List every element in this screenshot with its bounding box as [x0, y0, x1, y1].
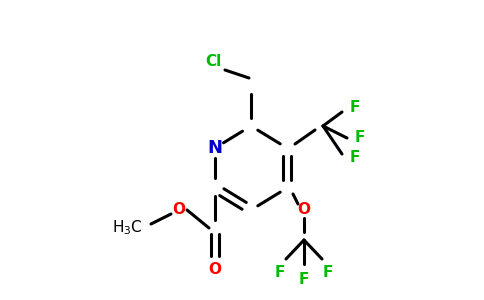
- Text: H$_3$C: H$_3$C: [112, 219, 143, 237]
- Text: Cl: Cl: [205, 55, 221, 70]
- Text: N: N: [208, 139, 223, 157]
- Text: F: F: [323, 265, 333, 280]
- Text: F: F: [355, 130, 365, 146]
- Text: F: F: [350, 151, 361, 166]
- Text: F: F: [299, 272, 309, 287]
- Text: O: O: [172, 202, 185, 217]
- Text: F: F: [350, 100, 361, 116]
- Text: F: F: [275, 265, 285, 280]
- Text: O: O: [298, 202, 311, 217]
- Text: O: O: [209, 262, 222, 277]
